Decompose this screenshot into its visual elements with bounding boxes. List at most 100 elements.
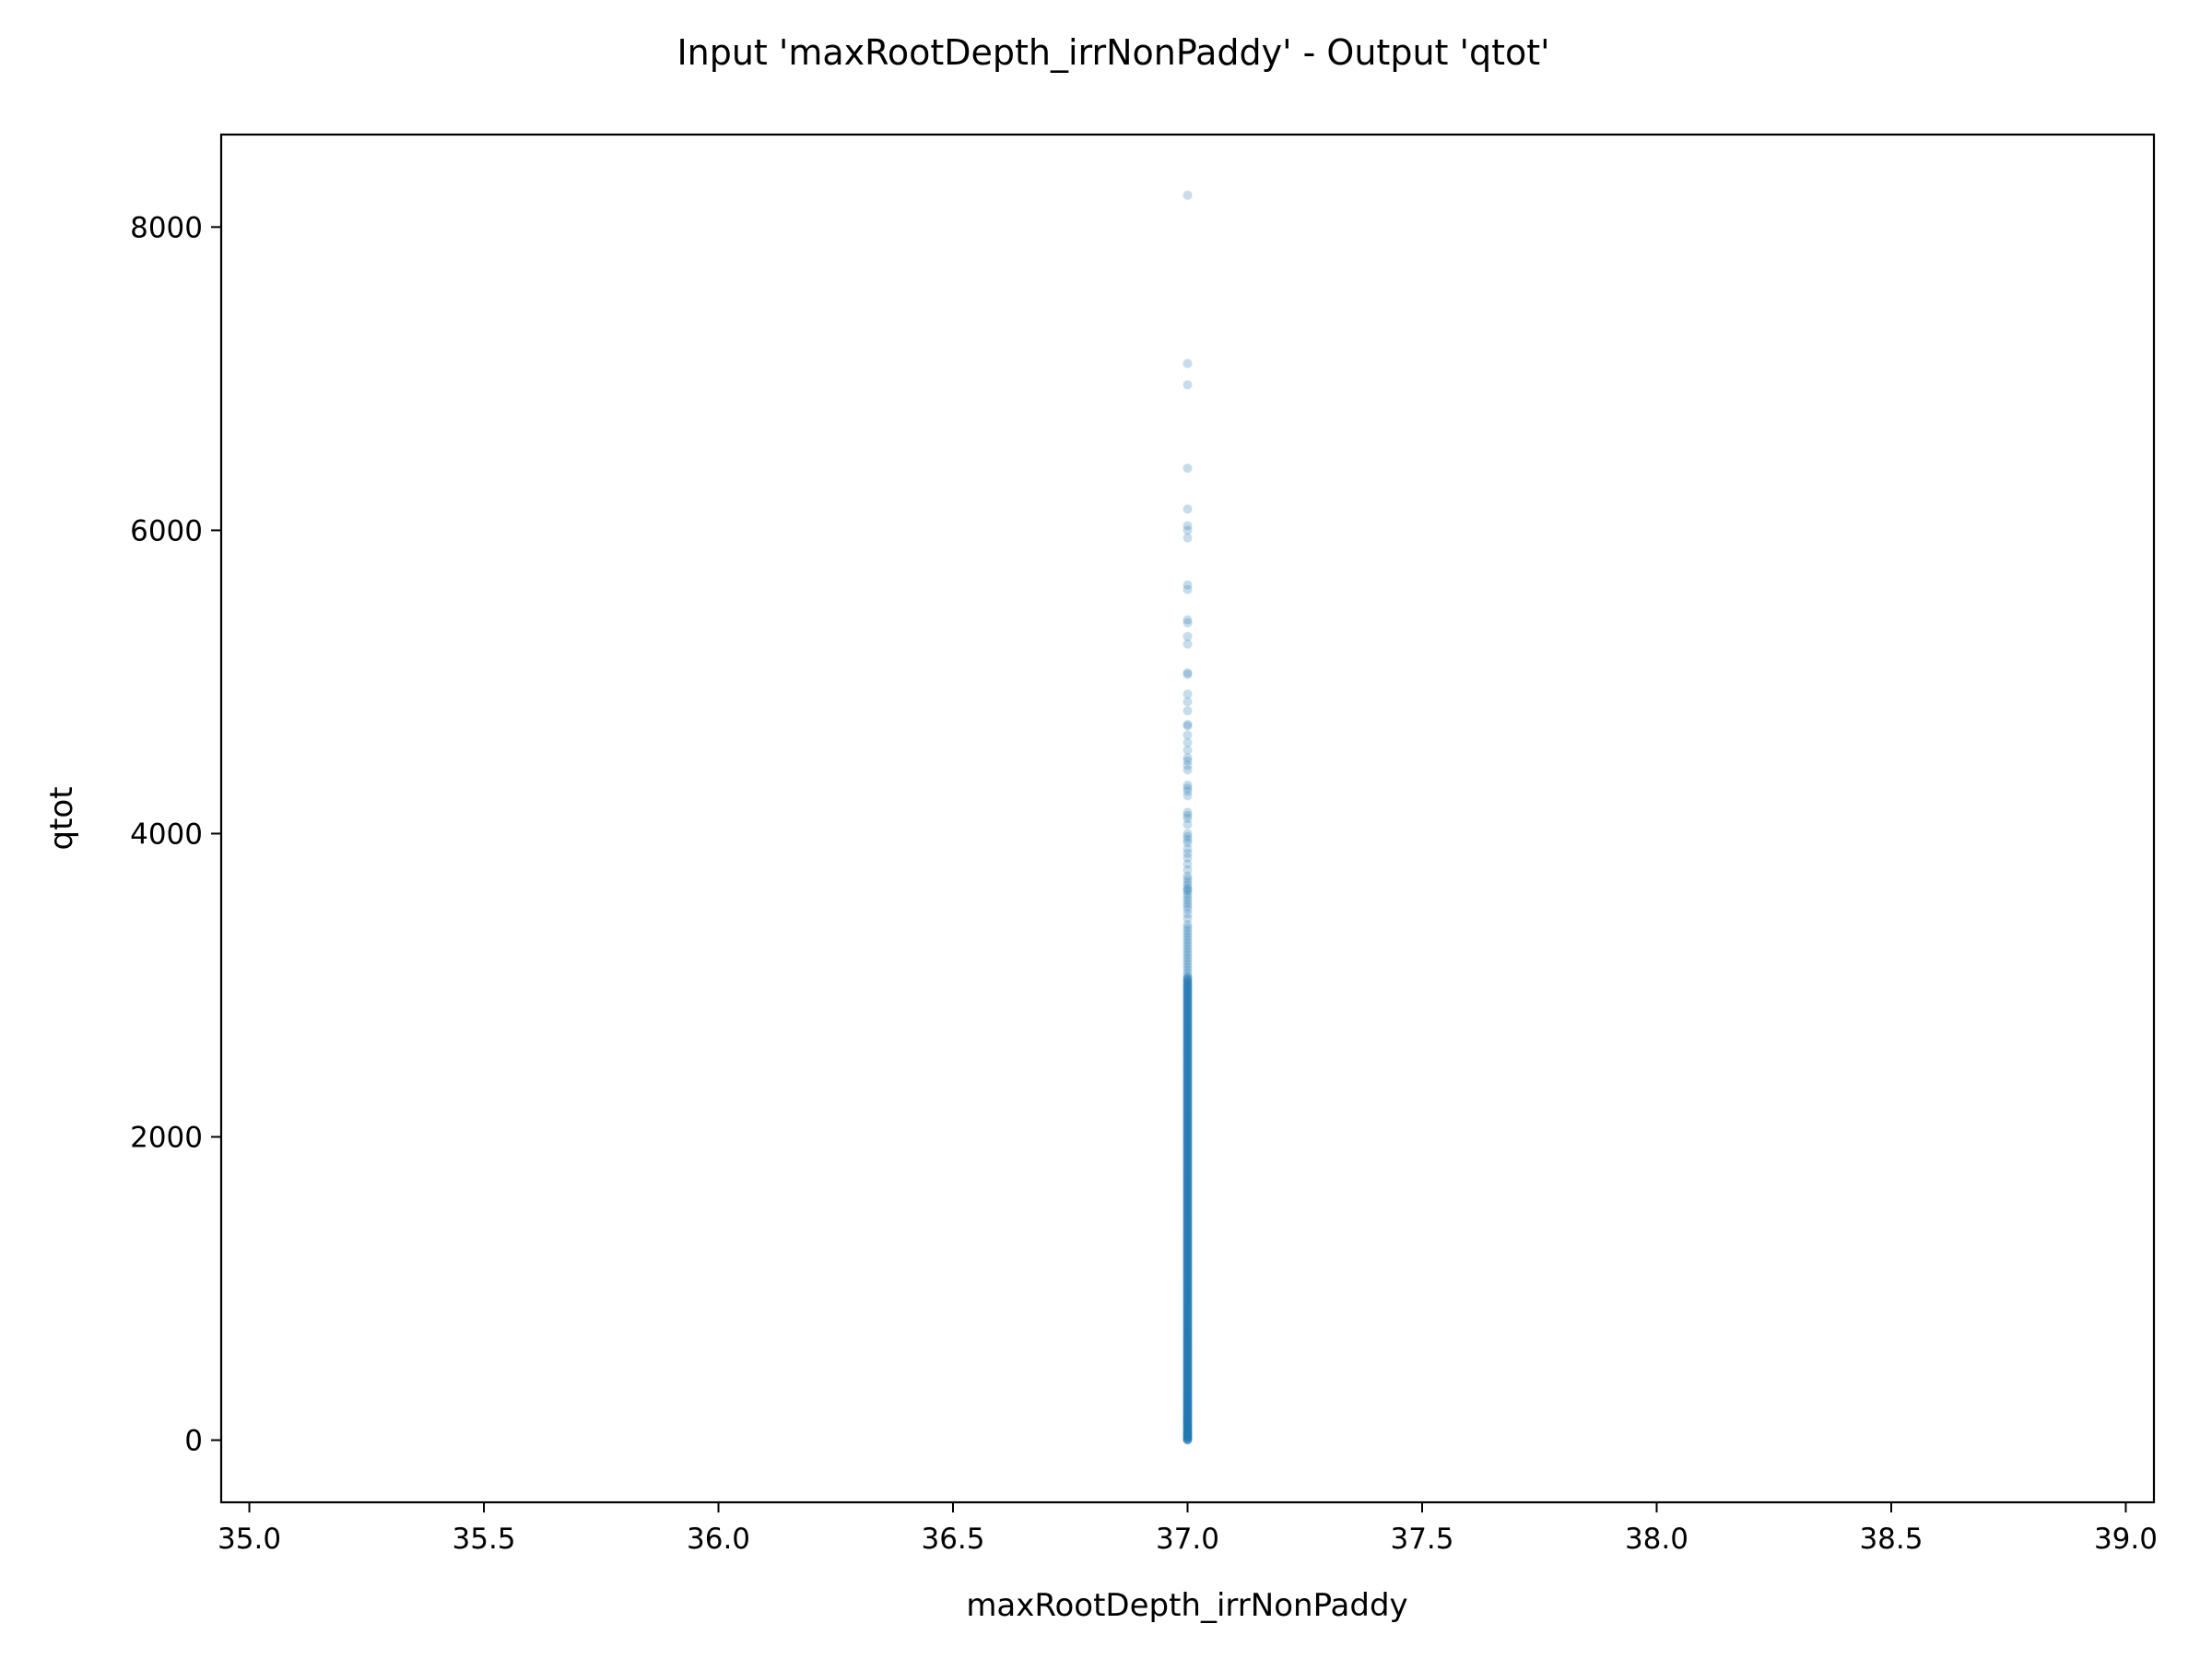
data-point [1182,899,1193,909]
x-tick-label: 36.0 [687,1523,750,1556]
data-point [1182,956,1193,966]
data-point [1182,1049,1193,1059]
data-point [1182,1145,1193,1155]
data-point [1182,1265,1193,1275]
data-point [1182,1113,1193,1124]
data-point [1182,1169,1193,1179]
data-point [1182,1412,1193,1422]
data-point [1182,1037,1193,1047]
data-point [1182,1220,1193,1230]
data-point [1182,463,1193,473]
data-point [1182,1373,1193,1383]
data-point [1182,1330,1193,1340]
data-point [1182,190,1193,200]
data-point [1182,1218,1193,1229]
data-point [1182,1371,1193,1381]
data-point [1182,1274,1193,1284]
data-point [1182,1106,1193,1116]
data-point [1182,1035,1193,1045]
data-point [1182,1001,1193,1011]
data-point [1182,1433,1193,1443]
data-point [1182,971,1193,982]
data-point [1182,1333,1193,1343]
data-point [1182,1227,1193,1237]
data-point [1182,1401,1193,1411]
data-point [1182,1096,1193,1106]
data-point [1182,1307,1193,1317]
data-point [1182,1141,1193,1151]
data-point [1182,1099,1193,1109]
data-point [1182,639,1193,649]
data-point [1182,783,1193,794]
data-point [1182,1355,1193,1365]
data-point [1182,1418,1193,1429]
data-point [1182,1301,1193,1312]
data-point [1182,1242,1193,1253]
data-point [1182,1182,1193,1192]
data-point [1182,1218,1193,1228]
data-point [1182,1279,1193,1289]
data-point [1182,1297,1193,1307]
data-point [1182,1259,1193,1269]
data-point [1182,1279,1193,1289]
data-point [1182,1385,1193,1395]
data-point [1182,1088,1193,1098]
data-point [1182,1224,1193,1234]
data-point [1182,853,1193,863]
data-point [1182,1252,1193,1262]
data-point [1182,1174,1193,1184]
data-point [1182,983,1193,994]
data-point [1182,1220,1193,1230]
data-point [1182,1296,1193,1306]
data-point [1182,1293,1193,1303]
data-point [1182,669,1193,679]
data-point [1182,1389,1193,1399]
data-point [1182,1144,1193,1154]
data-point [1182,1018,1193,1029]
data-point [1182,1354,1193,1364]
data-point [1182,909,1193,919]
data-point [1182,1053,1193,1063]
data-point [1182,1031,1193,1041]
data-point [1182,1161,1193,1171]
data-point [1182,1014,1193,1024]
data-point [1182,1231,1193,1241]
data-point [1182,1200,1193,1210]
data-point [1182,1046,1193,1056]
data-point [1182,871,1193,881]
data-point [1182,1361,1193,1371]
data-point [1182,1177,1193,1187]
data-point [1182,1129,1193,1139]
data-point [1182,1428,1193,1438]
data-point [1182,1017,1193,1027]
data-point [1182,883,1193,893]
data-point [1182,1133,1193,1143]
data-point [1182,1036,1193,1046]
data-point [1182,1229,1193,1239]
data-point [1182,1300,1193,1310]
data-point [1182,880,1193,890]
data-point [1182,1029,1193,1039]
data-point [1182,1404,1193,1414]
y-tick-label: 8000 [130,211,203,244]
data-point [1182,1053,1193,1064]
data-point [1182,1055,1193,1065]
data-point [1182,920,1193,930]
data-point [1182,1076,1193,1086]
data-point [1182,1071,1193,1081]
data-point [1182,1367,1193,1377]
data-point [1182,1131,1193,1141]
data-point [1182,1127,1193,1137]
data-point [1182,1359,1193,1369]
data-point [1182,1226,1193,1236]
data-point [1182,1421,1193,1431]
data-point [1182,999,1193,1009]
data-point [1182,1367,1193,1377]
data-point [1182,1260,1193,1270]
data-point [1182,1083,1193,1093]
data-point [1182,756,1193,766]
data-point [1182,1255,1193,1265]
data-point [1182,1159,1193,1170]
data-point [1182,1430,1193,1440]
